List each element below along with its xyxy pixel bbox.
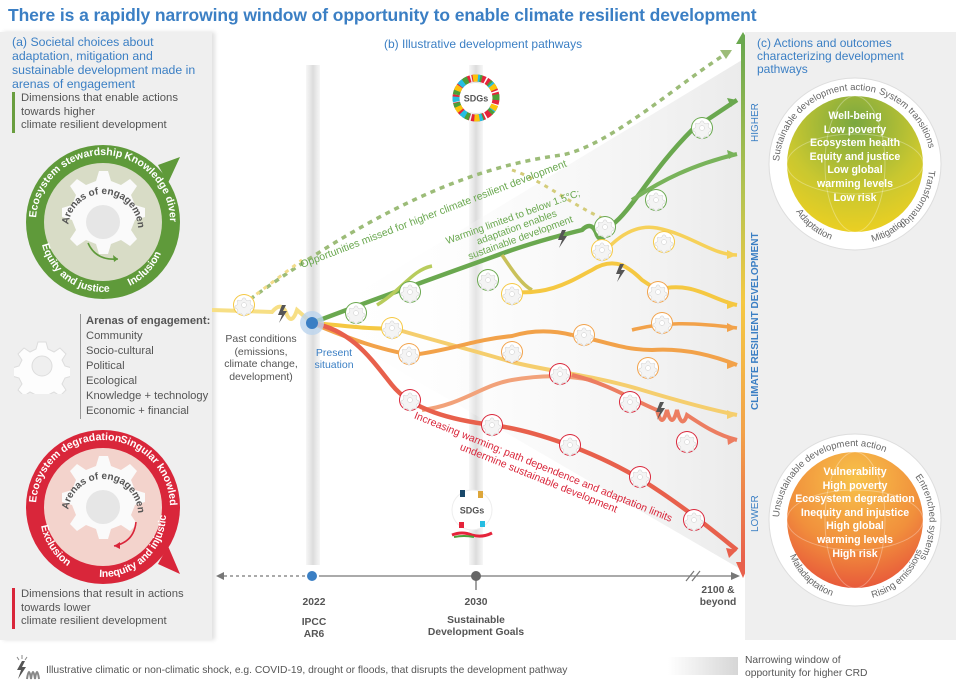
higher-outcomes-circle: Sustainable development action System tr… xyxy=(768,77,945,251)
pathways-diagram: SDGs SDGs Opportunities missed for highe… xyxy=(212,48,742,590)
panel-societal-choices: (a) Societal choices about adaptation, m… xyxy=(0,32,212,640)
sdg-badge-top: SDGs xyxy=(452,74,500,122)
lower-dimensions-note: Dimensions that result in actions toward… xyxy=(12,588,184,629)
window-legend-text: Narrowing window of opportunity for high… xyxy=(745,655,868,679)
shock-legend-text: Illustrative climatic or non-climatic sh… xyxy=(46,665,568,676)
shock-legend-icon xyxy=(16,655,40,680)
timeline-sub-2100: beyond xyxy=(699,597,737,608)
higher-outcomes-list: Well-being Low poverty Ecosystem health … xyxy=(809,110,901,204)
higher-label: HIGHER xyxy=(750,103,761,142)
sdg-badge-bottom: SDGs xyxy=(451,489,493,538)
arena-item: Ecological xyxy=(86,375,137,387)
shock-icon xyxy=(278,305,287,323)
timeline-sub-2030: Sustainable Development Goals xyxy=(427,615,525,638)
panel-c-heading: (c) Actions and outcomes characterizing … xyxy=(757,36,904,76)
shock-icon xyxy=(616,264,625,282)
timeline-year-2022: 2022 xyxy=(302,597,326,608)
timeline-year-2030: 2030 xyxy=(464,597,488,608)
arena-item: Community xyxy=(86,330,143,342)
arena-item: Knowledge + technology xyxy=(86,390,209,402)
timeline-sub-2022: IPCC AR6 xyxy=(301,617,327,640)
arena-item: Socio-cultural xyxy=(86,345,154,357)
shock-icon xyxy=(558,230,567,248)
lower-label: LOWER xyxy=(750,495,761,532)
timeline-year-2100: 2100 & xyxy=(701,585,735,596)
arena-item: Political xyxy=(86,360,125,372)
lower-outcomes-circle: Unsustainable development action Entrenc… xyxy=(768,433,945,607)
svg-text:SDGs: SDGs xyxy=(464,94,489,104)
legend-footer: Illustrative climatic or non-climatic sh… xyxy=(0,645,956,693)
window-legend-swatch xyxy=(668,657,738,675)
higher-dimensions-note: Dimensions that enable actions towards h… xyxy=(12,92,178,133)
enabling-arenas-ring: Ecosystem stewardship Knowledge diversit… xyxy=(18,137,188,307)
panel-b-heading: (b) Illustrative development pathways xyxy=(384,37,583,51)
pathway-nodes xyxy=(233,117,713,532)
gear-icon xyxy=(62,456,145,539)
arenas-list: Arenas of engagement: Community Socio-cu… xyxy=(80,314,210,419)
present-situation-label: Present situation xyxy=(314,347,354,371)
constraining-arenas-ring: Ecosystem degradation Singular knowledge… xyxy=(18,422,188,592)
shock-icon xyxy=(656,402,665,420)
panel-a-heading: (a) Societal choices about adaptation, m… xyxy=(12,35,196,91)
arena-item: Economic + financial xyxy=(86,405,189,417)
past-conditions-label: Past conditions (emissions, climate chan… xyxy=(224,333,298,383)
arena-gear-icon xyxy=(11,338,73,403)
page-title: There is a rapidly narrowing window of o… xyxy=(8,5,757,25)
present-marker xyxy=(306,317,318,329)
lower-outcomes-list: Vulnerability High poverty Ecosystem deg… xyxy=(795,466,915,560)
gear-icon xyxy=(62,171,145,254)
panel-actions-outcomes: (c) Actions and outcomes characterizing … xyxy=(745,32,956,640)
crd-axis-label: CLIMATE RESILIENT DEVELOPMENT xyxy=(750,232,761,410)
svg-text:SDGs: SDGs xyxy=(460,506,485,516)
